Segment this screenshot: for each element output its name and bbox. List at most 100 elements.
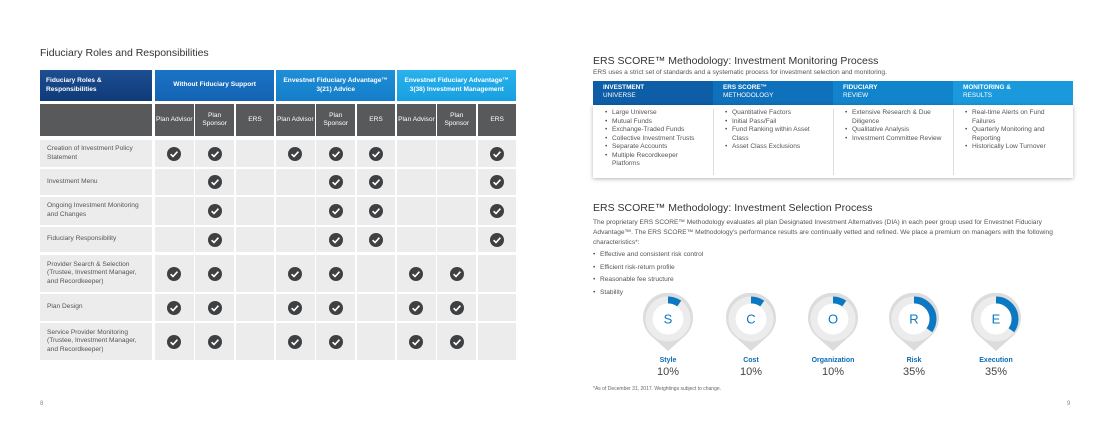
check-mark xyxy=(210,150,219,158)
check-icon xyxy=(328,300,343,315)
table-cell xyxy=(155,169,194,195)
score-pin: C xyxy=(726,293,776,351)
step-divider xyxy=(953,109,954,175)
page-number: 9 xyxy=(1067,401,1071,407)
table-cell xyxy=(437,140,477,167)
check-mark xyxy=(372,236,381,244)
step-header: FIDUCIARY REVIEW xyxy=(843,84,948,101)
check-circle xyxy=(449,300,464,315)
check-mark xyxy=(170,270,179,278)
donut-arc xyxy=(973,296,1019,342)
column-subheader: Plan Sponsor xyxy=(437,104,477,136)
column-subheader: ERS xyxy=(477,104,517,136)
check-circle xyxy=(449,266,464,281)
check-mark xyxy=(291,338,300,346)
step-item: Collective Investment Trusts xyxy=(605,135,705,144)
check-icon xyxy=(288,146,303,161)
table-cell xyxy=(477,255,517,292)
step-title: FIDUCIARY xyxy=(843,84,878,91)
step-item: Real-time Alerts on Fund Failures xyxy=(965,109,1065,126)
check-mark xyxy=(331,338,340,346)
check-mark xyxy=(210,338,219,346)
check-mark xyxy=(210,236,219,244)
step-item: Mutual Funds xyxy=(605,118,705,127)
pin-letter: C xyxy=(746,312,755,327)
check-icon xyxy=(328,232,343,247)
check-icon xyxy=(207,300,222,315)
check-icon xyxy=(167,266,182,281)
check-mark xyxy=(291,304,300,312)
check-icon xyxy=(328,266,343,281)
check-icon xyxy=(328,204,343,218)
table-cell xyxy=(235,169,275,195)
pin-letter: E xyxy=(992,312,1001,327)
check-circle xyxy=(328,300,343,315)
check-circle xyxy=(167,146,182,161)
table-cell xyxy=(235,323,275,360)
table-cell xyxy=(477,294,517,321)
check-circle xyxy=(207,175,222,189)
check-circle xyxy=(288,266,303,281)
check-icon xyxy=(449,266,464,281)
table-cell xyxy=(195,197,234,225)
check-mark xyxy=(331,179,340,186)
step-title: MONITORING & xyxy=(963,84,1011,91)
donut-arc xyxy=(891,296,937,342)
step-item: Separate Accounts xyxy=(605,143,705,152)
check-icon xyxy=(207,266,222,281)
row-label: Provider Search & Selection (Trustee, In… xyxy=(40,255,152,292)
check-circle xyxy=(288,334,303,349)
check-icon xyxy=(369,146,384,161)
check-mark xyxy=(493,150,502,158)
column-subheader: ERS xyxy=(235,104,275,136)
check-icon xyxy=(490,204,505,218)
pin-letter: O xyxy=(828,312,838,327)
check-mark xyxy=(493,208,502,215)
category-label: Style xyxy=(659,357,677,364)
check-circle xyxy=(490,146,505,161)
process-chevrons xyxy=(593,81,1073,105)
check-mark xyxy=(331,304,340,312)
check-icon xyxy=(328,334,343,349)
step-chevron xyxy=(953,81,1073,105)
check-circle xyxy=(207,204,222,218)
step-item: Exchange-Traded Funds xyxy=(605,126,705,135)
table-cell xyxy=(235,197,275,225)
footnote: *As of December 31, 2017. Weightings sub… xyxy=(593,386,722,392)
check-icon xyxy=(490,232,505,247)
check-mark xyxy=(372,179,381,186)
check-mark xyxy=(331,270,340,278)
check-mark xyxy=(170,338,179,346)
category-label: Cost xyxy=(743,357,759,364)
page-number: 8 xyxy=(40,401,44,407)
criterion: Efficient risk-return profile xyxy=(593,264,703,271)
table-cell xyxy=(397,323,436,360)
table-cell xyxy=(437,294,477,321)
table-cell xyxy=(235,227,275,252)
step-chevron xyxy=(593,81,721,105)
table-cell xyxy=(316,294,355,321)
table-cell xyxy=(235,294,275,321)
check-icon xyxy=(369,175,384,189)
check-circle xyxy=(369,146,384,161)
check-circle xyxy=(490,232,505,247)
table-cell xyxy=(195,323,234,360)
check-circle xyxy=(369,175,384,189)
check-mark xyxy=(210,208,219,215)
check-icon xyxy=(167,300,182,315)
table-cell xyxy=(155,227,194,252)
check-icon xyxy=(207,175,222,189)
check-icon xyxy=(207,204,222,218)
step-item: Qualitative Analysis xyxy=(845,126,945,135)
table-cell xyxy=(276,197,315,225)
check-icon xyxy=(409,334,424,349)
column-subheader: Plan Sponsor xyxy=(195,104,234,136)
check-circle xyxy=(167,334,182,349)
column-group-header: Envestnet Fiduciary Advantage™ 3(21) Adv… xyxy=(276,70,396,101)
table-cell xyxy=(316,227,355,252)
step-item: Quarterly Monitoring and Reporting xyxy=(965,126,1065,143)
table-cell xyxy=(397,140,436,167)
check-icon xyxy=(207,232,222,247)
score-pin: S xyxy=(643,293,693,351)
table-cell xyxy=(437,227,477,252)
